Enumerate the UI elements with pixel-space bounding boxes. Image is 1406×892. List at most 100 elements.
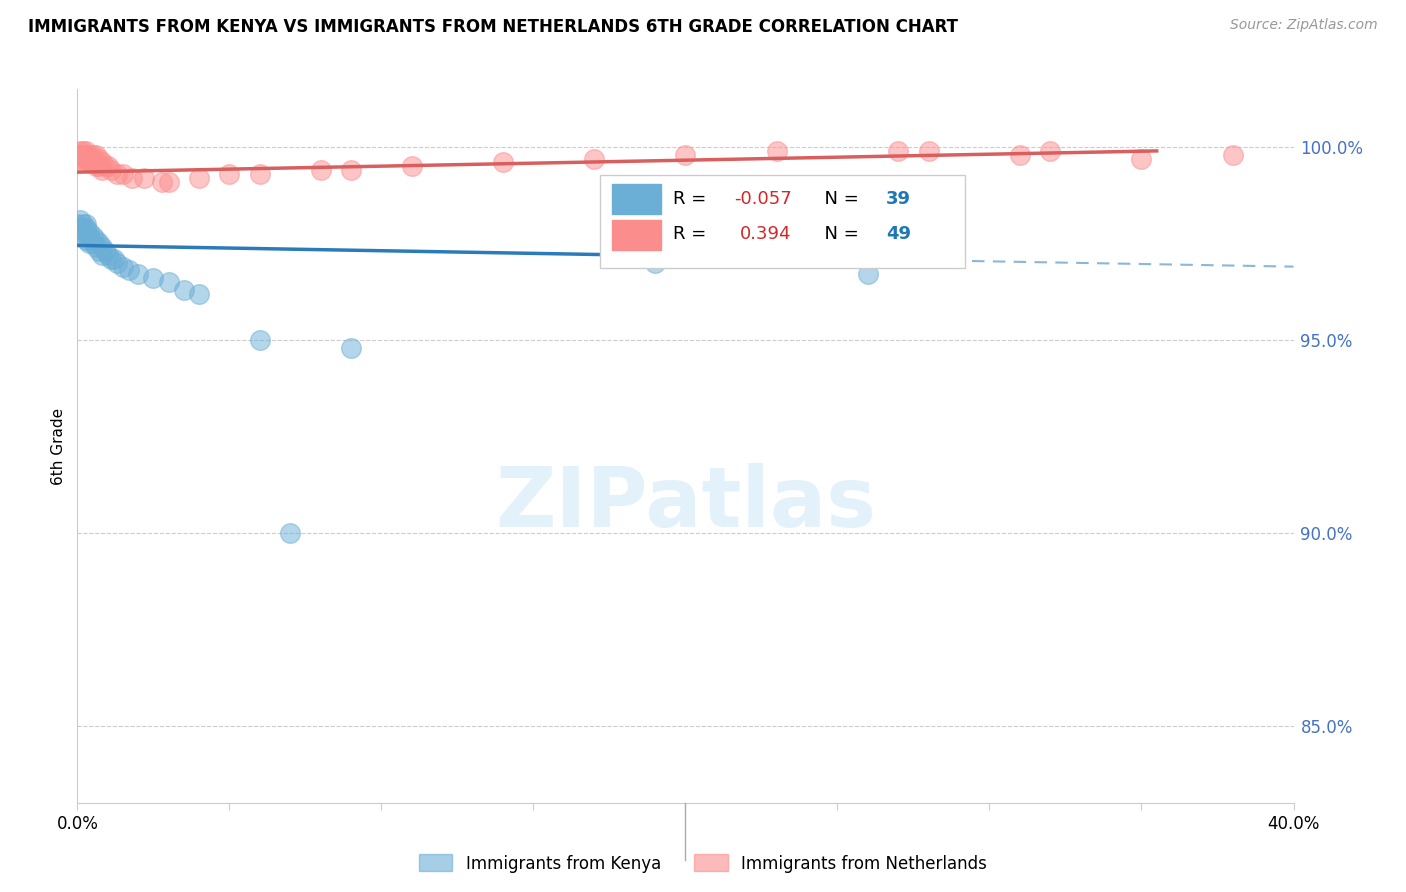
- Point: [111, 167, 134, 181]
- Point: [1008, 148, 1031, 162]
- Point: [84, 159, 107, 173]
- Point: [249, 333, 271, 347]
- Point: [84, 148, 107, 162]
- Point: [87, 159, 110, 173]
- Point: [75, 225, 97, 239]
- Point: [72, 221, 94, 235]
- Point: [1039, 144, 1062, 158]
- Point: [82, 236, 104, 251]
- Point: [90, 248, 112, 262]
- Point: [82, 148, 104, 162]
- Point: [97, 159, 120, 173]
- Text: R =: R =: [673, 190, 713, 208]
- Point: [340, 341, 363, 355]
- Point: [79, 228, 101, 243]
- Point: [173, 283, 195, 297]
- Point: [72, 225, 94, 239]
- Point: [69, 148, 91, 162]
- Text: -0.057: -0.057: [734, 190, 792, 208]
- Point: [82, 155, 104, 169]
- Text: IMMIGRANTS FROM KENYA VS IMMIGRANTS FROM NETHERLANDS 6TH GRADE CORRELATION CHART: IMMIGRANTS FROM KENYA VS IMMIGRANTS FROM…: [28, 18, 957, 36]
- Point: [100, 163, 122, 178]
- Point: [152, 175, 174, 189]
- Point: [69, 144, 91, 158]
- Point: [118, 263, 141, 277]
- Point: [1130, 152, 1153, 166]
- Point: [401, 159, 423, 173]
- Point: [157, 275, 180, 289]
- Text: 0.394: 0.394: [740, 225, 792, 243]
- Point: [79, 148, 101, 162]
- Point: [887, 144, 910, 158]
- Point: [90, 163, 112, 178]
- Point: [66, 217, 89, 231]
- Point: [765, 144, 787, 158]
- Point: [75, 152, 97, 166]
- Point: [142, 271, 165, 285]
- Point: [82, 152, 104, 166]
- Point: [93, 244, 115, 259]
- FancyBboxPatch shape: [600, 175, 965, 268]
- Point: [79, 152, 101, 166]
- Point: [127, 268, 149, 282]
- Point: [75, 144, 97, 158]
- Point: [84, 233, 107, 247]
- Point: [188, 170, 211, 185]
- Point: [69, 213, 91, 227]
- Text: N =: N =: [813, 190, 865, 208]
- Point: [79, 225, 101, 239]
- Point: [188, 286, 211, 301]
- Point: [84, 155, 107, 169]
- Point: [87, 152, 110, 166]
- Point: [84, 240, 107, 254]
- Text: Source: ZipAtlas.com: Source: ZipAtlas.com: [1230, 18, 1378, 32]
- Point: [134, 170, 156, 185]
- Point: [583, 152, 606, 166]
- Point: [93, 159, 115, 173]
- Point: [121, 170, 143, 185]
- Point: [75, 148, 97, 162]
- Point: [69, 221, 91, 235]
- Point: [72, 217, 94, 231]
- Y-axis label: 6th Grade: 6th Grade: [51, 408, 66, 484]
- Point: [105, 256, 128, 270]
- Point: [72, 228, 94, 243]
- Point: [675, 148, 697, 162]
- Point: [72, 144, 94, 158]
- FancyBboxPatch shape: [613, 219, 661, 250]
- Text: R =: R =: [673, 225, 718, 243]
- FancyBboxPatch shape: [613, 184, 661, 214]
- Point: [157, 175, 180, 189]
- Point: [856, 268, 879, 282]
- Text: ZIPatlas: ZIPatlas: [495, 463, 876, 543]
- Point: [72, 155, 94, 169]
- Point: [644, 256, 666, 270]
- Legend: Immigrants from Kenya, Immigrants from Netherlands: Immigrants from Kenya, Immigrants from N…: [412, 847, 994, 880]
- Point: [79, 155, 101, 169]
- Point: [66, 148, 89, 162]
- Point: [82, 228, 104, 243]
- Point: [918, 144, 941, 158]
- Text: 49: 49: [886, 225, 911, 243]
- Point: [249, 167, 271, 181]
- Text: 39: 39: [886, 190, 911, 208]
- Point: [69, 152, 91, 166]
- Point: [75, 217, 97, 231]
- Point: [87, 236, 110, 251]
- Point: [100, 252, 122, 266]
- Point: [72, 152, 94, 166]
- Point: [72, 148, 94, 162]
- Point: [105, 167, 128, 181]
- Point: [90, 155, 112, 169]
- Point: [1222, 148, 1244, 162]
- Point: [75, 233, 97, 247]
- Point: [87, 244, 110, 259]
- Point: [75, 221, 97, 235]
- Point: [103, 252, 125, 266]
- Text: N =: N =: [813, 225, 865, 243]
- Point: [218, 167, 240, 181]
- Point: [340, 163, 363, 178]
- Point: [111, 260, 134, 274]
- Point: [492, 155, 515, 169]
- Point: [278, 525, 301, 540]
